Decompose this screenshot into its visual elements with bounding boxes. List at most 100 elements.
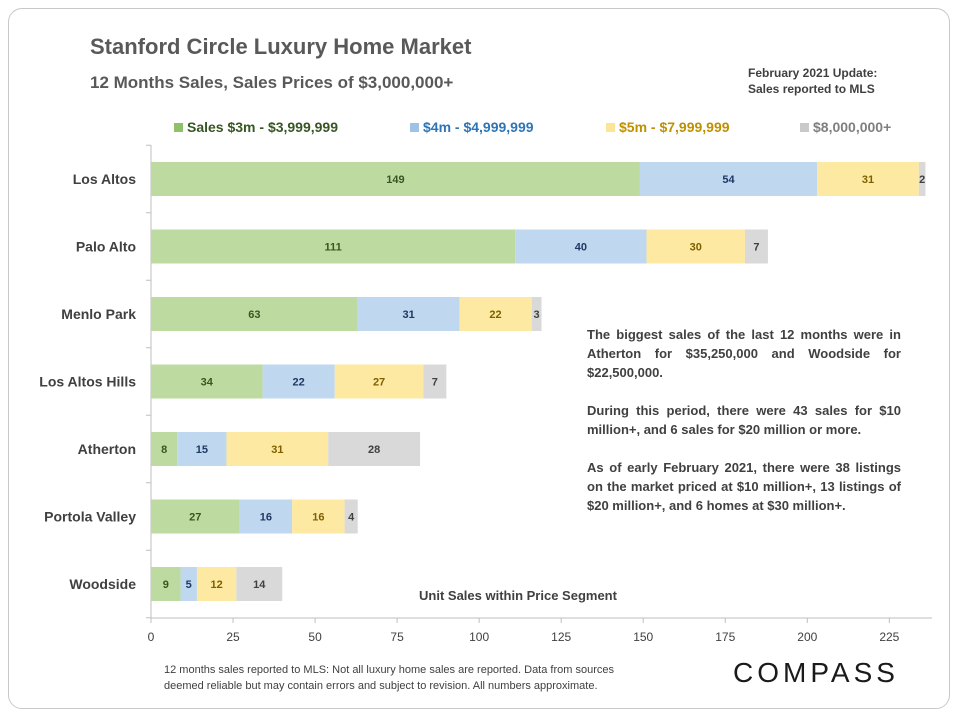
category-label: Menlo Park xyxy=(61,306,136,322)
data-label: 149 xyxy=(386,174,404,186)
x-tick-label: 25 xyxy=(226,630,240,644)
data-label: 27 xyxy=(373,377,385,389)
bar-segment xyxy=(151,364,263,399)
category-label: Los Altos xyxy=(73,171,136,187)
bar-segment xyxy=(151,297,358,331)
legend-swatch xyxy=(606,122,615,132)
note-paragraph: During this period, there were 43 sales … xyxy=(587,403,901,437)
data-label: 111 xyxy=(325,242,342,254)
x-tick-label: 75 xyxy=(390,630,404,644)
x-tick-label: 200 xyxy=(797,630,817,644)
x-tick-label: 125 xyxy=(551,630,571,644)
chart-subtitle: 12 Months Sales, Sales Prices of $3,000,… xyxy=(90,73,454,92)
bar-segment xyxy=(151,567,181,601)
data-label: 8 xyxy=(161,444,167,456)
data-label: 7 xyxy=(753,242,759,254)
legend-label: $8,000,000+ xyxy=(813,119,892,135)
legend-item: $5m - $7,999,999 xyxy=(606,119,730,135)
bar-segment xyxy=(639,162,818,196)
x-tick-label: 50 xyxy=(308,630,322,644)
category-label: Portola Valley xyxy=(44,509,136,525)
data-label: 34 xyxy=(201,377,214,389)
bar-segment xyxy=(646,229,745,264)
bar-segment xyxy=(817,162,919,196)
data-label: 3 xyxy=(534,309,540,321)
bar-segment xyxy=(515,229,647,264)
category-label: Woodside xyxy=(69,576,136,592)
bar-segment xyxy=(334,364,424,399)
bar-segment xyxy=(226,432,329,466)
bar-segment xyxy=(423,364,447,399)
bar-segment xyxy=(357,297,460,331)
bar-segment xyxy=(328,432,421,466)
bar-segment xyxy=(262,364,335,399)
data-label: 9 xyxy=(163,579,169,591)
data-label: 7 xyxy=(432,377,438,389)
x-tick-label: 150 xyxy=(633,630,653,644)
legend-label: Sales $3m - $3,999,999 xyxy=(187,119,339,135)
bar-segment xyxy=(531,297,542,331)
bar-segment xyxy=(180,567,197,601)
legend-swatch xyxy=(174,122,183,132)
data-label: 31 xyxy=(271,444,283,456)
bar-segment xyxy=(151,162,640,196)
bar-segment xyxy=(292,499,345,534)
note-paragraph: As of early February 2021, there were 38… xyxy=(587,460,901,513)
data-label: 40 xyxy=(575,242,587,254)
bar-segment xyxy=(459,297,532,331)
chart-title: Stanford Circle Luxury Home Market xyxy=(90,34,472,59)
data-label: 16 xyxy=(312,512,324,524)
data-label: 28 xyxy=(368,444,380,456)
update-note: February 2021 Update: Sales reported to … xyxy=(748,65,877,97)
data-label: 14 xyxy=(253,579,266,591)
footer-line: 12 months sales reported to MLS: Not all… xyxy=(164,664,614,676)
bar-segment xyxy=(151,499,240,534)
data-label: 2 xyxy=(919,174,925,186)
data-label: 15 xyxy=(196,444,208,456)
chart-legend: Sales $3m - $3,999,999 $4m - $4,999,999 … xyxy=(174,119,934,137)
category-label: Los Altos Hills xyxy=(39,374,136,390)
data-label: 12 xyxy=(211,579,223,591)
notes-panel: The biggest sales of the last 12 months … xyxy=(587,325,901,534)
legend-item: $8,000,000+ xyxy=(800,119,891,135)
note-paragraph: The biggest sales of the last 12 months … xyxy=(587,327,901,380)
data-label: 31 xyxy=(862,174,874,186)
update-note-line: Sales reported to MLS xyxy=(748,82,875,96)
data-label: 54 xyxy=(722,174,735,186)
bar-segment xyxy=(918,162,926,196)
bar-segment xyxy=(151,432,178,466)
data-label: 27 xyxy=(189,512,201,524)
data-label: 30 xyxy=(690,242,702,254)
bar-segment xyxy=(236,567,283,601)
data-label: 22 xyxy=(489,309,501,321)
x-axis-title: Unit Sales within Price Segment xyxy=(419,588,618,603)
bar-segment xyxy=(744,229,768,264)
category-label: Palo Alto xyxy=(76,239,136,255)
compass-logo: COMPASS xyxy=(733,657,899,688)
legend-item: $4m - $4,999,999 xyxy=(410,119,534,135)
data-label: 22 xyxy=(293,377,305,389)
data-label: 31 xyxy=(402,309,414,321)
legend-label: $4m - $4,999,999 xyxy=(423,119,534,135)
x-tick-label: 100 xyxy=(469,630,489,644)
data-label: 5 xyxy=(186,579,192,591)
data-label: 16 xyxy=(260,512,272,524)
bar-segment xyxy=(344,499,358,534)
data-label: 63 xyxy=(248,309,260,321)
bar-segment xyxy=(196,567,237,601)
update-note-line: February 2021 Update: xyxy=(748,66,878,80)
footer-disclaimer: 12 months sales reported to MLS: Not all… xyxy=(164,662,614,694)
legend-item: Sales $3m - $3,999,999 xyxy=(174,119,338,135)
legend-swatch xyxy=(410,122,419,132)
bar-segment xyxy=(151,229,516,264)
bar-segment xyxy=(239,499,293,534)
category-label: Atherton xyxy=(78,441,136,457)
bar-segment xyxy=(177,432,227,466)
data-label: 4 xyxy=(348,512,355,524)
footer-line: deemed reliable but may contain errors a… xyxy=(164,680,598,692)
legend-swatch xyxy=(800,122,809,132)
legend-label: $5m - $7,999,999 xyxy=(619,119,730,135)
x-tick-label: 0 xyxy=(148,630,155,644)
x-tick-label: 225 xyxy=(879,630,899,644)
